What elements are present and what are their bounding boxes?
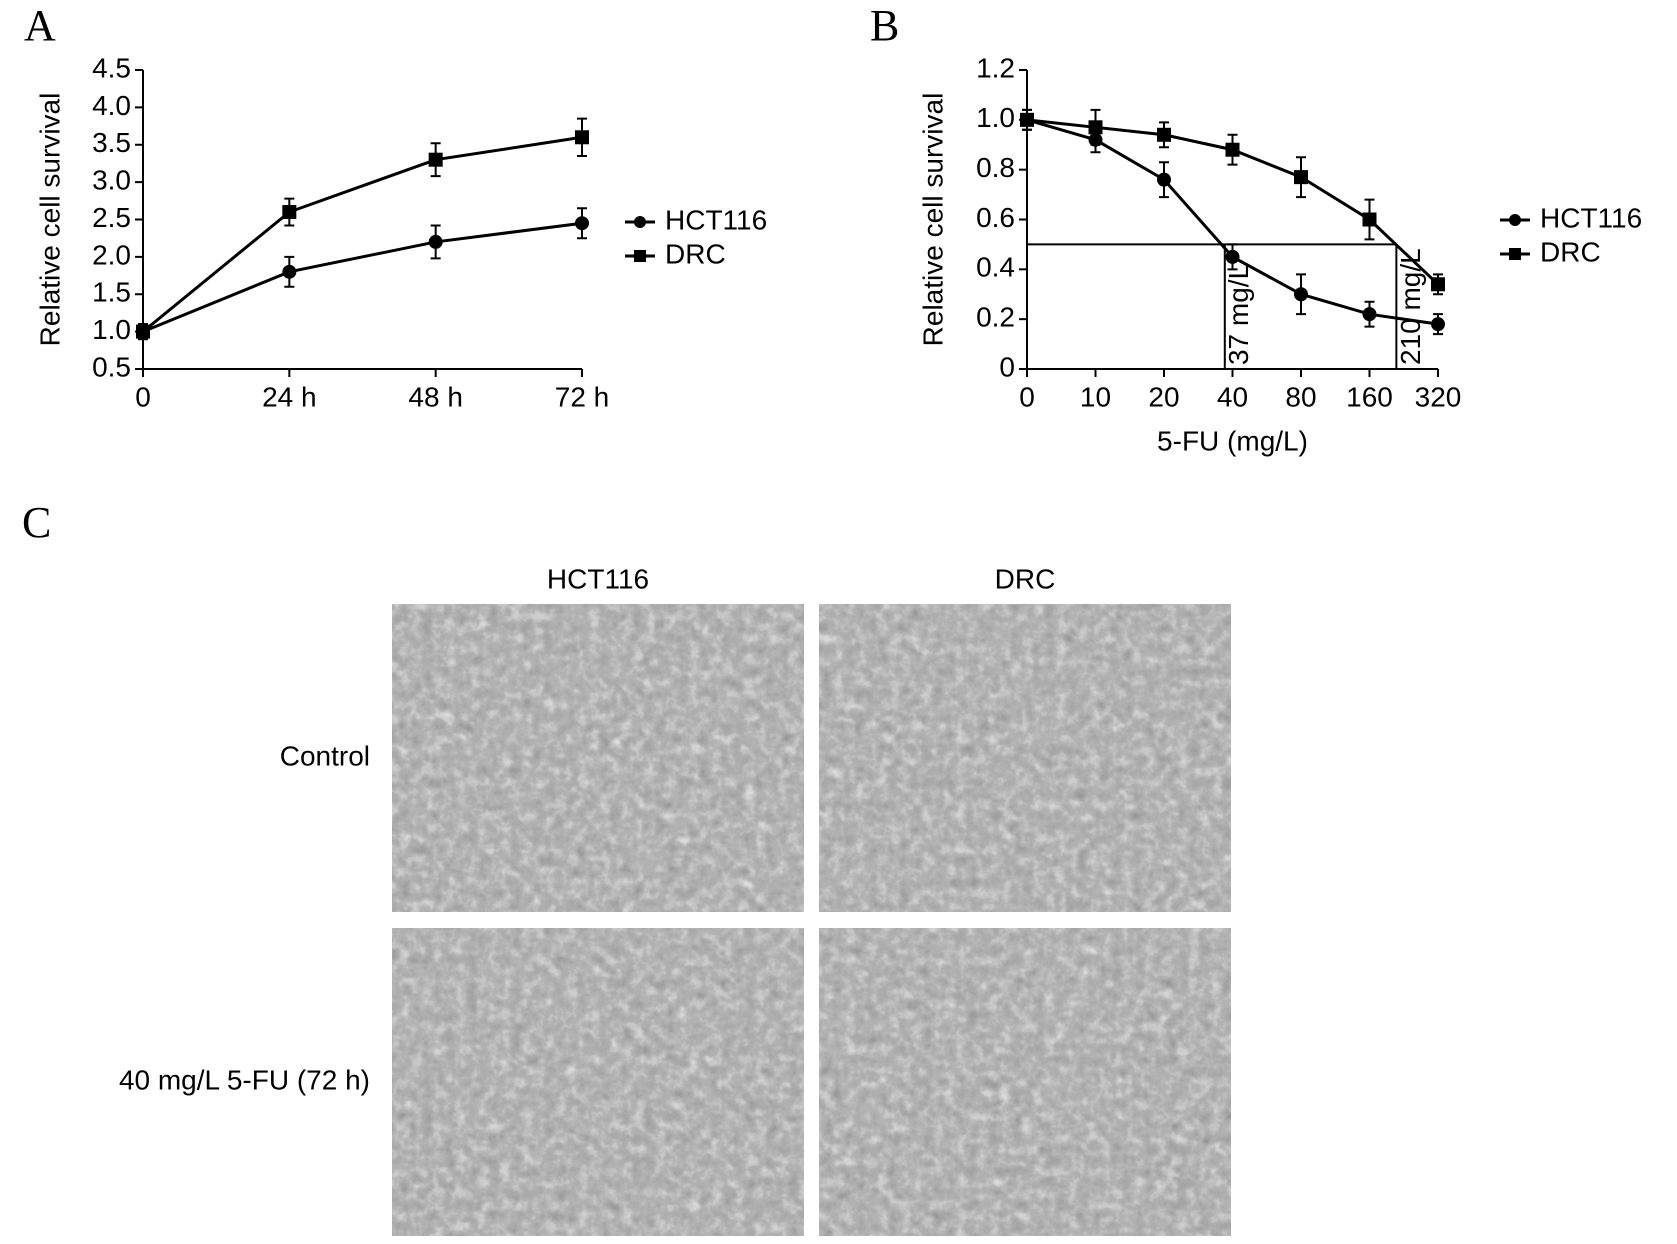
legend-label: DRC <box>1540 236 1601 267</box>
y-axis-label: Relative cell survival <box>34 93 65 347</box>
y-tick-label: 0.8 <box>976 152 1015 183</box>
y-tick-label: 1.0 <box>92 314 131 345</box>
x-tick-label: 160 <box>1346 381 1393 412</box>
annotation-label: 210 mg/L <box>1395 248 1426 365</box>
marker <box>1294 170 1308 185</box>
x-tick-label: 10 <box>1080 381 1111 412</box>
panel-label: A <box>24 1 56 50</box>
micrograph <box>392 928 804 1236</box>
y-axis-label: Relative cell survival <box>917 93 948 347</box>
x-tick-label: 72 h <box>555 381 610 412</box>
annotation-label: 37 mg/L <box>1223 264 1254 365</box>
x-tick-label: 24 h <box>262 381 317 412</box>
marker <box>1157 127 1171 142</box>
legend-marker <box>1509 248 1521 260</box>
micrograph <box>392 604 804 912</box>
y-tick-label: 2.0 <box>92 239 131 270</box>
marker <box>282 264 297 279</box>
legend-label: HCT116 <box>1540 202 1642 233</box>
marker <box>575 216 589 231</box>
marker <box>1362 307 1377 322</box>
y-tick-label: 0 <box>999 351 1015 382</box>
micrograph-panel: C HCT116 DRC Control 40 mg/L 5-FU (72 h) <box>22 498 1231 1236</box>
y-tick-label: 0.2 <box>976 302 1015 333</box>
panel-label: B <box>870 1 899 50</box>
x-tick-label: 0 <box>1019 381 1035 412</box>
legend-marker <box>634 250 646 262</box>
marker <box>1225 249 1240 264</box>
marker <box>1362 212 1377 227</box>
legend-label: HCT116 <box>665 204 767 235</box>
x-tick-label: 20 <box>1148 381 1179 412</box>
column-label: DRC <box>995 563 1056 594</box>
marker <box>1020 112 1034 127</box>
legend-marker <box>634 216 646 228</box>
y-tick-label: 3.0 <box>92 165 131 196</box>
x-tick-label: 40 <box>1217 381 1248 412</box>
y-tick-label: 1.5 <box>92 277 131 308</box>
micrograph <box>819 928 1231 1236</box>
marker <box>1225 142 1240 157</box>
y-tick-label: 0.4 <box>976 252 1015 283</box>
micrograph <box>819 604 1231 912</box>
legend-label: DRC <box>665 238 726 269</box>
y-tick-label: 0.5 <box>92 351 131 382</box>
y-tick-label: 4.0 <box>92 90 131 121</box>
x-tick-label: 48 h <box>408 381 463 412</box>
marker <box>428 234 443 249</box>
y-tick-label: 4.5 <box>92 52 131 83</box>
y-tick-label: 1.0 <box>976 102 1015 133</box>
marker <box>282 205 297 220</box>
legend-marker <box>1509 214 1521 226</box>
chart: B 0 0.2 0.4 0.6 0.8 1.0 1.2 0 10 20 40 80 160 320 Relat… <box>870 1 1642 456</box>
series-line <box>142 135 583 333</box>
y-tick-label: 0.6 <box>976 202 1015 233</box>
marker <box>1431 277 1445 292</box>
y-tick-label: 2.5 <box>92 202 131 233</box>
x-tick-label: 320 <box>1415 381 1462 412</box>
marker <box>428 152 443 167</box>
column-label: HCT116 <box>547 563 649 594</box>
marker <box>1431 317 1445 332</box>
panel-label: C <box>22 498 51 547</box>
row-label: Control <box>280 740 370 771</box>
y-tick-label: 1.2 <box>976 52 1015 83</box>
marker <box>1088 120 1103 135</box>
row-label: 40 mg/L 5-FU (72 h) <box>119 1064 370 1095</box>
marker <box>136 324 150 339</box>
y-tick-label: 3.5 <box>92 127 131 158</box>
series-line <box>142 221 583 334</box>
x-tick-label: 0 <box>135 381 151 412</box>
marker <box>1294 287 1308 302</box>
marker <box>1157 172 1171 187</box>
chart: A 0.5 1.0 1.5 2.0 2.5 3.0 3.5 4.0 4.5 0 24 h 48 h 72 … <box>24 1 767 412</box>
x-axis-label: 5-FU (mg/L) <box>1157 425 1308 456</box>
x-tick-label: 80 <box>1285 381 1316 412</box>
marker <box>575 130 589 145</box>
